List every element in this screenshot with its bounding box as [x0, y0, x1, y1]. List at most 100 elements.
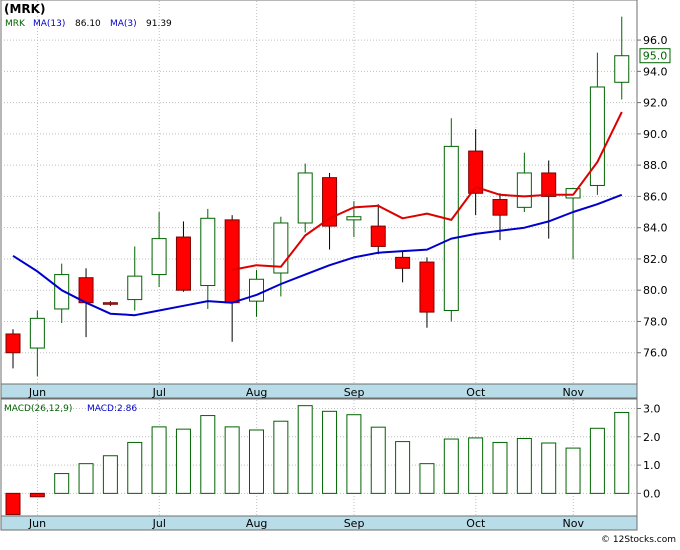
macd-bar — [589, 427, 605, 494]
candle-body — [322, 177, 338, 227]
macd-bar — [249, 429, 264, 494]
price-tick-label: 92.0 — [643, 97, 668, 110]
legend-ma3-value: 91.39 — [146, 19, 172, 29]
candle-body — [297, 172, 313, 224]
price-tick-label: 96.0 — [643, 34, 668, 47]
legend-ma13-label: MA(13) — [33, 19, 65, 29]
candle — [468, 129, 484, 216]
legend-symbol: MRK — [5, 19, 26, 29]
price-tick-label: 76.0 — [643, 347, 668, 360]
price-tick-label: 78.0 — [643, 315, 668, 328]
candle-body — [516, 172, 532, 208]
price-y-axis: 76.0 78.0 80.0 82.0 84.0 86.0 88.0 90.0 92.0 94.0… — [637, 34, 668, 360]
candle-body — [78, 277, 94, 304]
macd-month-label: Aug — [246, 517, 267, 530]
candle — [589, 52, 605, 195]
price-tick-label: 84.0 — [643, 222, 668, 235]
candle — [297, 163, 313, 233]
moving-average-lines — [12, 111, 623, 317]
legend-ma3-label: MA(3) — [110, 19, 137, 29]
last-price-label: 95.0 — [643, 50, 668, 63]
price-tick-label: 88.0 — [643, 159, 668, 172]
candle — [5, 329, 21, 369]
candle — [224, 215, 240, 342]
candle-body — [200, 217, 216, 287]
candle — [614, 16, 630, 100]
macd-bar — [565, 447, 581, 494]
candles — [5, 16, 630, 377]
candle-body — [127, 275, 143, 301]
candle-body — [5, 333, 21, 354]
candle-body — [249, 278, 264, 302]
macd-bar — [614, 411, 630, 494]
macd-bar — [322, 410, 338, 494]
macd-value-label: MACD:2.86 — [87, 404, 137, 414]
candle-body — [370, 225, 386, 247]
macd-params-label: MACD(26,12,9) — [4, 404, 72, 414]
candle-body — [54, 274, 70, 310]
candle-body — [151, 238, 167, 276]
candle-body — [346, 216, 362, 221]
macd-tick-label: 2.0 — [643, 431, 661, 444]
candle-body — [273, 222, 289, 274]
candle-body — [29, 317, 45, 349]
legend-ma13-value: 86.10 — [75, 19, 101, 29]
candle — [54, 263, 70, 324]
price-month-label: Aug — [246, 386, 267, 399]
macd-month-label: Oct — [466, 517, 486, 530]
macd-x-axis-band — [0, 515, 638, 531]
candle — [395, 251, 411, 283]
price-tick-label: 86.0 — [643, 190, 668, 203]
macd-bar — [516, 437, 532, 494]
macd-month-label: Jun — [28, 517, 46, 530]
candle-body — [395, 256, 411, 269]
price-tick-label: 94.0 — [643, 65, 668, 78]
macd-bar — [151, 426, 167, 494]
macd-bar — [175, 428, 191, 494]
candle — [370, 204, 386, 255]
price-month-label: Nov — [562, 386, 584, 399]
ma3-line — [12, 193, 623, 317]
candle — [273, 216, 289, 297]
candle-body — [614, 55, 630, 83]
macd-bar — [468, 437, 484, 494]
macd-bar — [297, 405, 313, 494]
candle — [102, 301, 118, 306]
price-month-label: Jun — [28, 386, 46, 399]
macd-bar — [492, 441, 508, 494]
macd-bar — [5, 492, 21, 516]
macd-month-label: Sep — [344, 517, 365, 530]
price-tick-label: 90.0 — [643, 128, 668, 141]
chart-title: (MRK) — [4, 2, 45, 16]
candle — [419, 257, 435, 328]
ma13-line — [232, 111, 623, 271]
candle-body — [443, 145, 459, 312]
macd-bar — [127, 441, 143, 494]
price-tick-label: 82.0 — [643, 253, 668, 266]
last-price-box — [639, 48, 671, 64]
candle — [151, 212, 167, 288]
candle-body — [224, 219, 240, 304]
candle — [322, 172, 338, 250]
macd-bar — [370, 426, 386, 494]
macd-bar — [78, 463, 94, 494]
macd-tick-label: 1.0 — [643, 459, 661, 472]
price-x-axis-labels: Jun Jul Aug Sep Oct Nov — [28, 386, 585, 399]
macd-bars — [5, 405, 630, 516]
candle-body — [492, 199, 508, 216]
macd-bar — [419, 463, 435, 494]
last-price-marker: 95.0 — [639, 48, 671, 64]
macd-month-label: Nov — [562, 517, 584, 530]
candle — [541, 160, 557, 239]
macd-x-axis-labels: Jun Jul Aug Sep Oct Nov — [28, 517, 585, 530]
candle — [516, 152, 532, 213]
candle-body — [589, 86, 605, 186]
price-month-label: Oct — [466, 386, 486, 399]
macd-bar — [200, 415, 216, 494]
macd-tick-label: 3.0 — [643, 402, 661, 415]
candle-body — [468, 150, 484, 194]
price-month-label: Jul — [152, 386, 166, 399]
candle — [175, 221, 191, 292]
